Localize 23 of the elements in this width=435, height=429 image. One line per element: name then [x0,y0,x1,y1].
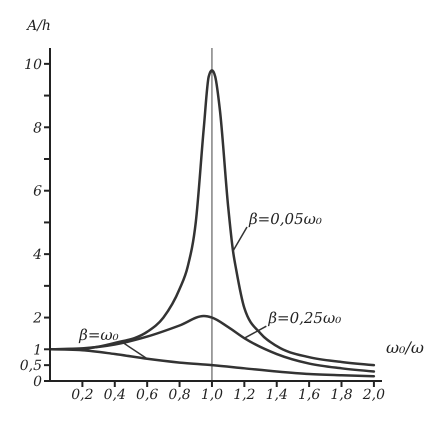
x-tick-label: 0,6 [136,386,158,403]
x-tick-label: 1,8 [330,386,353,403]
y-tick-label: 0,5 [20,358,42,374]
x-tick-label: 1,0 [200,386,224,403]
x-tick-label: 1,2 [233,386,256,403]
x-tick-label: 0,2 [71,386,94,403]
annotation: β=0,25ω₀ [267,309,342,328]
annotation: β=ω₀ [78,326,119,344]
annotation: β=0,05ω₀ [248,210,322,228]
y-tick-label: 1 [33,342,42,358]
y-axis-title: A/h [25,18,51,34]
y-tick-label: 10 [24,56,42,73]
x-tick-label: 2,0 [362,386,386,403]
y-tick-label: 0 [33,374,42,390]
x-tick-label: 0,4 [104,386,126,403]
y-tick-label: 4 [32,247,42,264]
x-tick-label: 1,6 [298,386,320,403]
y-tick-label: 6 [33,184,42,200]
x-axis-title: ω₀/ω [386,338,424,357]
x-tick-label: 0,8 [168,386,191,403]
x-tick-label: 1,4 [266,386,288,403]
y-tick-label: 2 [32,310,42,327]
y-tick-label: 8 [33,120,42,136]
